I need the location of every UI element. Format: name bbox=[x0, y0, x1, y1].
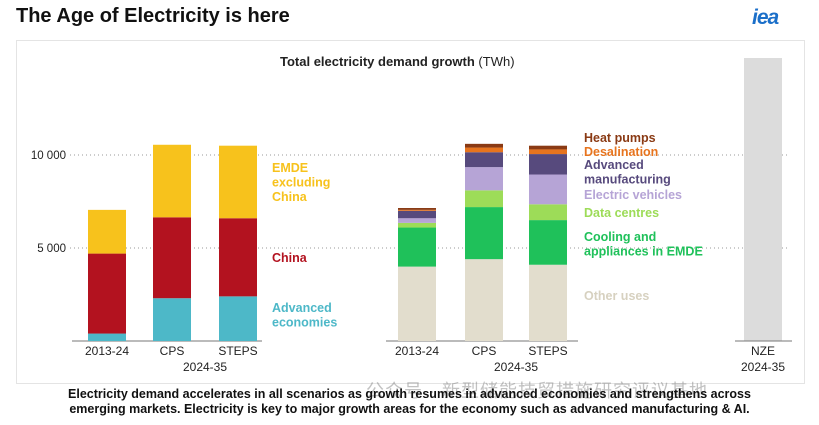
x-tick-label-by-region-cps: CPS bbox=[160, 344, 185, 358]
group-label-by-region: 2024-35 bbox=[183, 360, 227, 374]
legend-label-by-end-use-heat-pumps: Heat pumps bbox=[584, 131, 656, 145]
chart-title-unit: (TWh) bbox=[478, 54, 515, 69]
bar-by-region-cps-advanced-economies bbox=[153, 298, 191, 341]
bar-by-end-use-cps-advanced-manufacturing bbox=[465, 152, 503, 168]
bar-by-end-use-2013-24-cooling-and-appliances-in-emde bbox=[398, 227, 436, 267]
x-tick-label-by-end-use-cps: CPS bbox=[472, 344, 497, 358]
legend-label-by-end-use-data-centres: Data centres bbox=[584, 206, 659, 220]
bar-by-end-use-steps-advanced-manufacturing bbox=[529, 154, 567, 175]
legend-label-by-region-emde-excluding-china: EMDE bbox=[272, 161, 308, 175]
bar-by-end-use-cps-electric-vehicles bbox=[465, 167, 503, 191]
bar-by-region-steps-china bbox=[219, 218, 257, 297]
bar-by-end-use-steps-electric-vehicles bbox=[529, 174, 567, 205]
bar-by-region-steps-emde-excluding-china bbox=[219, 145, 257, 219]
x-tick-label-nze: NZE bbox=[751, 344, 775, 358]
bar-by-region-cps-china bbox=[153, 217, 191, 299]
bar-by-end-use-steps-other-uses bbox=[529, 264, 567, 341]
group-label-by-end-use: 2024-35 bbox=[494, 360, 538, 374]
page-title: The Age of Electricity is here bbox=[16, 5, 290, 27]
bar-by-end-use-cps-desalination bbox=[465, 147, 503, 153]
legend-label-by-region-advanced-economies: Advanced bbox=[272, 301, 332, 315]
bar-by-region-steps-advanced-economies bbox=[219, 296, 257, 341]
legend-label-by-end-use-cooling-and-appliances-in-emde-line-2: appliances in EMDE bbox=[584, 245, 703, 259]
caption: Electricity demand accelerates in all sc… bbox=[0, 387, 819, 417]
bar-by-region-2013-24-china bbox=[88, 253, 126, 334]
legend-label-by-region-china: China bbox=[272, 251, 308, 265]
legend-label-by-end-use-advanced-manufacturing: Advanced bbox=[584, 158, 644, 172]
caption-line-2: emerging markets. Electricity is key to … bbox=[69, 402, 750, 416]
chart-title: Total electricity demand growth (TWh) bbox=[280, 54, 515, 69]
legend-label-by-end-use-advanced-manufacturing-line-2: manufacturing bbox=[584, 173, 671, 187]
bar-by-end-use-cps-cooling-and-appliances-in-emde bbox=[465, 207, 503, 260]
legend-label-by-end-use-other-uses: Other uses bbox=[584, 289, 649, 303]
legend-label-by-end-use-electric-vehicles: Electric vehicles bbox=[584, 188, 682, 202]
bar-by-end-use-cps-heat-pumps bbox=[465, 143, 503, 148]
bar-by-end-use-cps-data-centres bbox=[465, 190, 503, 208]
bar-by-end-use-2013-24-advanced-manufacturing bbox=[398, 210, 436, 219]
caption-line-1: Electricity demand accelerates in all sc… bbox=[68, 387, 751, 401]
bar-by-end-use-2013-24-electric-vehicles bbox=[398, 218, 436, 223]
group-label-nze: 2024-35 bbox=[741, 360, 785, 374]
bar-by-region-2013-24-emde-excluding-china bbox=[88, 209, 126, 254]
bar-by-end-use-steps-data-centres bbox=[529, 204, 567, 221]
legend-label-by-region-emde-excluding-china-line-3: China bbox=[272, 190, 308, 204]
y-tick-label-5000: 5 000 bbox=[37, 243, 66, 255]
bar-by-end-use-steps-heat-pumps bbox=[529, 145, 567, 150]
bar-by-end-use-cps-other-uses bbox=[465, 259, 503, 341]
x-tick-label-by-region-steps: STEPS bbox=[218, 344, 257, 358]
chart-title-text: Total electricity demand growth bbox=[280, 54, 475, 69]
iea-logo: iea bbox=[752, 6, 779, 29]
watermark: 公众号 · 新型储能技贸措施研究评议基地 bbox=[366, 381, 708, 401]
y-tick-label-10000: 10 000 bbox=[31, 150, 66, 162]
bar-by-end-use-2013-24-data-centres bbox=[398, 222, 436, 228]
x-tick-label-by-end-use-2013-24: 2013-24 bbox=[395, 344, 439, 358]
bar-by-region-cps-emde-excluding-china bbox=[153, 144, 191, 218]
legend-label-by-region-emde-excluding-china-line-2: excluding bbox=[272, 176, 330, 190]
legend-label-by-end-use-desalination: Desalination bbox=[584, 145, 658, 159]
x-tick-label-by-end-use-steps: STEPS bbox=[528, 344, 567, 358]
legend-label-by-end-use-cooling-and-appliances-in-emde: Cooling and bbox=[584, 230, 656, 244]
bar-by-end-use-2013-24-other-uses bbox=[398, 266, 436, 341]
x-tick-label-by-region-2013-24: 2013-24 bbox=[85, 344, 129, 358]
bar-by-end-use-2013-24-heat-pumps bbox=[398, 208, 436, 210]
bar-by-end-use-steps-cooling-and-appliances-in-emde bbox=[529, 220, 567, 265]
bar-nze bbox=[744, 58, 782, 341]
legend-label-by-region-advanced-economies-line-2: economies bbox=[272, 316, 337, 330]
bar-by-region-2013-24-advanced-economies bbox=[88, 333, 126, 341]
bar-by-end-use-steps-desalination bbox=[529, 149, 567, 155]
bar-by-end-use-2013-24-desalination bbox=[398, 209, 436, 211]
